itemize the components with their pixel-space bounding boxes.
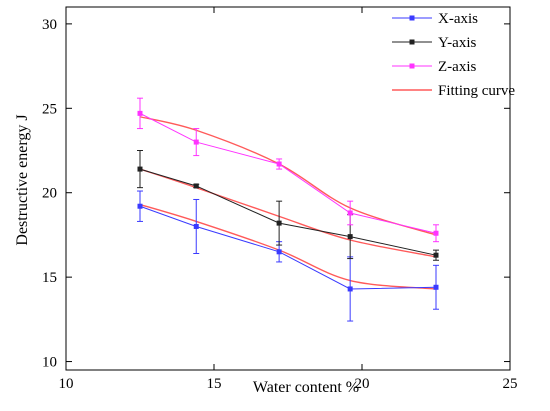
- x-tick-label: 20: [355, 376, 370, 392]
- legend-label: Y-axis: [438, 35, 476, 51]
- data-point: [347, 286, 353, 292]
- legend-item-y-axis: Y-axis: [392, 35, 476, 51]
- series-z-axis: [137, 97, 439, 243]
- legend-marker: [409, 39, 415, 45]
- legend: X-axis Y-axis Z-axis Fitting curve: [392, 11, 515, 99]
- x-tick-label: 15: [207, 376, 222, 392]
- series-line-z-axis: [139, 112, 437, 234]
- data-point: [276, 161, 282, 167]
- legend-label: X-axis: [438, 11, 478, 27]
- legend-item-z-axis: Z-axis: [392, 59, 476, 75]
- data-point: [137, 166, 143, 172]
- data-point: [347, 234, 353, 240]
- legend-item-x-axis: X-axis: [392, 11, 478, 27]
- legend-item-fitting-curve: Fitting curve: [392, 83, 515, 99]
- data-point: [433, 230, 439, 236]
- y-tick-label: 20: [42, 186, 57, 202]
- data-point: [193, 223, 199, 229]
- series-y-axis: [137, 150, 439, 261]
- x-tick-label: 10: [59, 376, 74, 392]
- y-tick-label: 30: [42, 17, 57, 33]
- data-point: [137, 110, 143, 116]
- plot-frame: [65, 6, 511, 371]
- legend-marker: [409, 15, 415, 21]
- data-point: [193, 183, 199, 189]
- y-tick-label: 10: [42, 355, 57, 371]
- data-point: [433, 284, 439, 290]
- fitting-curves: [139, 116, 437, 290]
- series-line-y-axis: [139, 168, 437, 256]
- legend-label: Z-axis: [438, 59, 476, 75]
- data-point: [276, 220, 282, 226]
- legend-label: Fitting curve: [438, 83, 515, 99]
- data-series: [137, 97, 439, 322]
- series-x-axis: [137, 190, 439, 322]
- data-point: [193, 139, 199, 145]
- axes: 10 15 20 25 10 15 20 25 30: [42, 6, 518, 392]
- y-tick-label: 15: [42, 270, 57, 286]
- x-axis-title: Water content %: [253, 379, 359, 396]
- y-tick-label: 25: [42, 101, 57, 117]
- data-point: [347, 210, 353, 216]
- legend-marker: [409, 63, 415, 69]
- y-axis-title: Destructive energy J: [14, 114, 31, 245]
- fitting-curve-x-axis: [139, 203, 437, 290]
- series-line-x-axis: [139, 205, 437, 290]
- data-point: [433, 252, 439, 258]
- data-point: [137, 203, 143, 209]
- data-point: [276, 249, 282, 255]
- x-tick-label: 25: [503, 376, 518, 392]
